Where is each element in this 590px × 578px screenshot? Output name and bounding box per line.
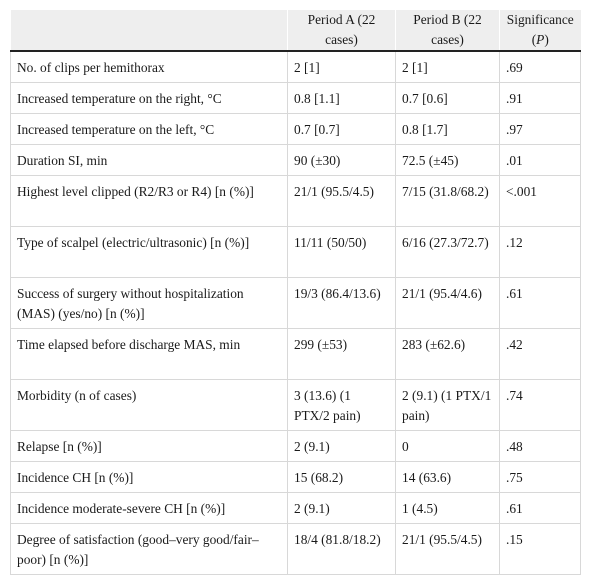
row-parameter: Time elapsed before discharge MAS, min <box>10 328 288 380</box>
row-period-a: 0.8 [1.1] <box>287 82 396 114</box>
row-period-b: 6/16 (27.3/72.7) <box>395 226 500 278</box>
row-period-b: 14 (63.6) <box>395 461 500 493</box>
row-period-b: 2 [1] <box>395 51 500 83</box>
row-parameter: Incidence moderate-severe CH [n (%)] <box>10 492 288 524</box>
header-significance-label: Significance <box>506 12 574 27</box>
table-row: Type of scalpel (electric/ultrasonic) [n… <box>10 226 581 278</box>
header-significance-p: P <box>536 32 545 47</box>
row-parameter: Success of surgery without hospitalizati… <box>10 277 288 329</box>
row-p-value: .42 <box>499 328 581 380</box>
row-period-b: 21/1 (95.5/4.5) <box>395 523 500 575</box>
row-period-a: 0.7 [0.7] <box>287 113 396 145</box>
row-period-a: 299 (±53) <box>287 328 396 380</box>
row-p-value: .01 <box>499 144 581 176</box>
header-period-a: Period A (22 cases) <box>287 10 396 52</box>
row-parameter: Incidence CH [n (%)] <box>10 461 288 493</box>
table-row: Time elapsed before discharge MAS, min 2… <box>10 328 581 380</box>
table-row: Increased temperature on the right, °C 0… <box>10 82 581 114</box>
row-p-value: <.001 <box>499 175 581 227</box>
row-period-b: 2 (9.1) (1 PTX/1 pain) <box>395 379 500 431</box>
header-period-b: Period B (22 cases) <box>395 10 500 52</box>
row-period-b: 0.8 [1.7] <box>395 113 500 145</box>
row-p-value: .48 <box>499 430 581 462</box>
row-period-a: 15 (68.2) <box>287 461 396 493</box>
table-row: Morbidity (n of cases) 3 (13.6) (1 PTX/2… <box>10 379 581 431</box>
row-p-value: .97 <box>499 113 581 145</box>
table-row: Increased temperature on the left, °C 0.… <box>10 113 581 145</box>
table-row: Incidence CH [n (%)] 15 (68.2) 14 (63.6)… <box>10 461 581 493</box>
results-table: Period A (22 cases) Period B (22 cases) … <box>10 10 581 575</box>
row-p-value: .91 <box>499 82 581 114</box>
row-parameter: Duration SI, min <box>10 144 288 176</box>
table-row: Degree of satisfaction (good–very good/f… <box>10 523 581 575</box>
row-parameter: Type of scalpel (electric/ultrasonic) [n… <box>10 226 288 278</box>
row-parameter: Relapse [n (%)] <box>10 430 288 462</box>
table-row: Duration SI, min 90 (±30) 72.5 (±45) .01 <box>10 144 581 176</box>
header-row: Period A (22 cases) Period B (22 cases) … <box>10 10 581 52</box>
row-period-a: 2 (9.1) <box>287 430 396 462</box>
row-period-b: 0.7 [0.6] <box>395 82 500 114</box>
row-period-b: 1 (4.5) <box>395 492 500 524</box>
header-parameter <box>10 10 288 52</box>
row-parameter: Morbidity (n of cases) <box>10 379 288 431</box>
row-period-a: 2 (9.1) <box>287 492 396 524</box>
row-period-a: 11/11 (50/50) <box>287 226 396 278</box>
row-parameter: Highest level clipped (R2/R3 or R4) [n (… <box>10 175 288 227</box>
row-parameter: Increased temperature on the right, °C <box>10 82 288 114</box>
table-row: Incidence moderate-severe CH [n (%)] 2 (… <box>10 492 581 524</box>
table-row: Success of surgery without hospitalizati… <box>10 277 581 329</box>
row-period-a: 21/1 (95.5/4.5) <box>287 175 396 227</box>
row-period-b: 7/15 (31.8/68.2) <box>395 175 500 227</box>
row-p-value: .61 <box>499 492 581 524</box>
row-period-b: 72.5 (±45) <box>395 144 500 176</box>
row-p-value: .74 <box>499 379 581 431</box>
row-period-a: 19/3 (86.4/13.6) <box>287 277 396 329</box>
row-p-value: .12 <box>499 226 581 278</box>
row-parameter: Degree of satisfaction (good–very good/f… <box>10 523 288 575</box>
table-row: Highest level clipped (R2/R3 or R4) [n (… <box>10 175 581 227</box>
row-period-a: 18/4 (81.8/18.2) <box>287 523 396 575</box>
row-p-value: .69 <box>499 51 581 83</box>
table-row: Relapse [n (%)] 2 (9.1) 0 .48 <box>10 430 581 462</box>
row-period-a: 3 (13.6) (1 PTX/2 pain) <box>287 379 396 431</box>
header-significance: Significance (P) <box>499 10 581 52</box>
row-period-b: 0 <box>395 430 500 462</box>
table-row: No. of clips per hemithorax 2 [1] 2 [1] … <box>10 51 581 83</box>
row-parameter: Increased temperature on the left, °C <box>10 113 288 145</box>
row-period-a: 90 (±30) <box>287 144 396 176</box>
row-p-value: .61 <box>499 277 581 329</box>
row-period-b: 21/1 (95.4/4.6) <box>395 277 500 329</box>
row-period-a: 2 [1] <box>287 51 396 83</box>
row-parameter: No. of clips per hemithorax <box>10 51 288 83</box>
row-period-b: 283 (±62.6) <box>395 328 500 380</box>
results-table-container: Period A (22 cases) Period B (22 cases) … <box>10 10 581 575</box>
row-p-value: .15 <box>499 523 581 575</box>
row-p-value: .75 <box>499 461 581 493</box>
